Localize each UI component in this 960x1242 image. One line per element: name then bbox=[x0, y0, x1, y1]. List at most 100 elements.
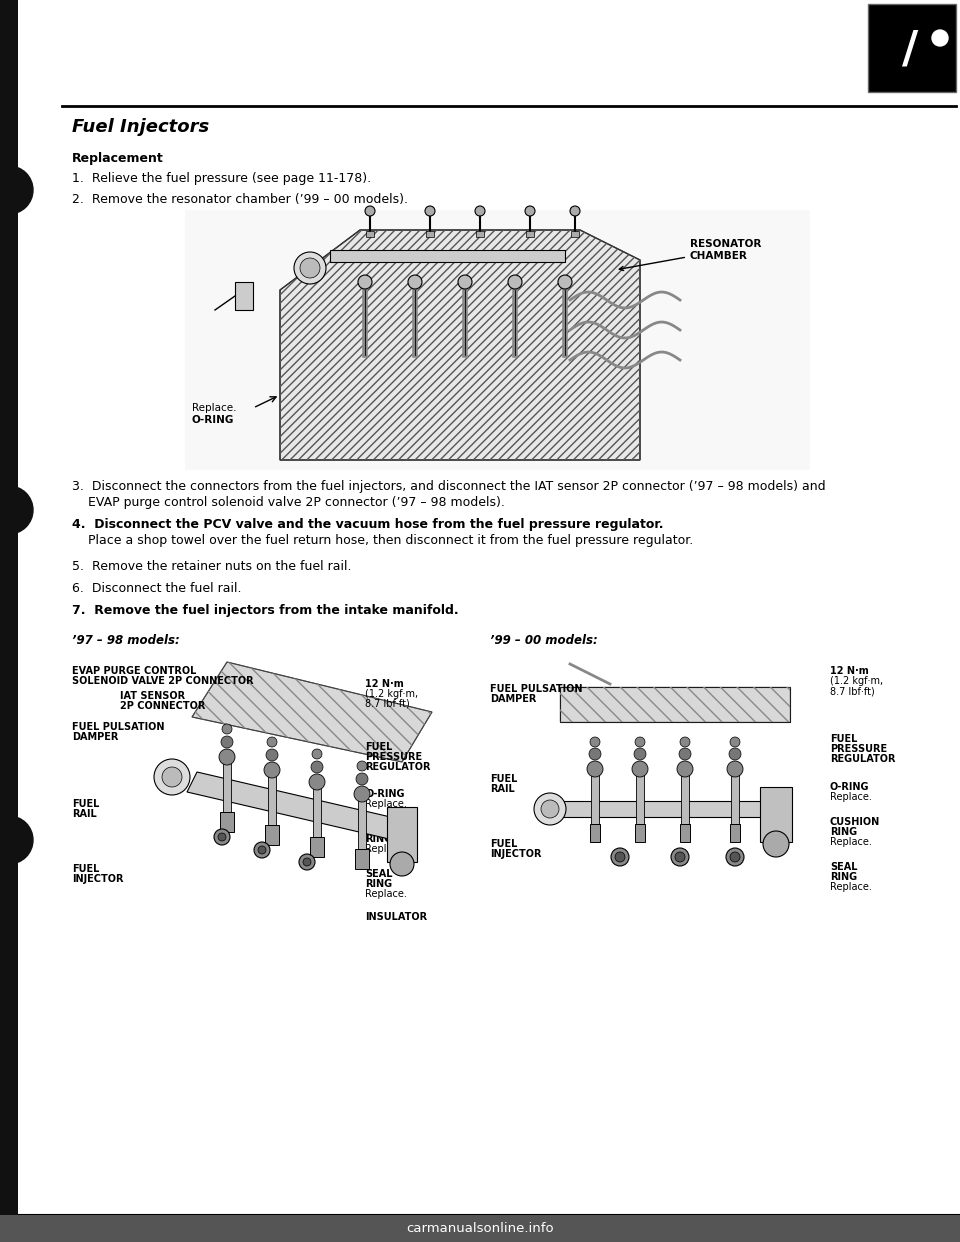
Circle shape bbox=[219, 749, 235, 765]
Text: Replace.: Replace. bbox=[192, 402, 236, 414]
Text: FUEL PULSATION: FUEL PULSATION bbox=[490, 684, 583, 694]
Circle shape bbox=[671, 848, 689, 866]
Bar bbox=[313, 787, 321, 837]
Bar bbox=[681, 774, 689, 823]
Text: SEAL: SEAL bbox=[365, 869, 393, 879]
Bar bbox=[265, 825, 279, 845]
Text: PRESSURE: PRESSURE bbox=[365, 751, 422, 763]
Text: Replacement: Replacement bbox=[72, 152, 164, 165]
Text: RING: RING bbox=[830, 872, 857, 882]
Circle shape bbox=[221, 737, 233, 748]
Bar bbox=[560, 801, 780, 817]
Bar bbox=[560, 687, 790, 722]
Circle shape bbox=[254, 842, 270, 858]
Circle shape bbox=[475, 206, 485, 216]
Bar bbox=[680, 823, 690, 842]
Circle shape bbox=[258, 846, 266, 854]
Text: FUEL: FUEL bbox=[490, 840, 517, 850]
Text: SEAL: SEAL bbox=[830, 862, 857, 872]
Circle shape bbox=[264, 763, 280, 777]
Circle shape bbox=[299, 854, 315, 869]
Circle shape bbox=[730, 852, 740, 862]
Bar bbox=[235, 282, 253, 310]
Circle shape bbox=[356, 773, 368, 785]
Circle shape bbox=[312, 749, 322, 759]
Text: EVAP purge control solenoid valve 2P connector (’97 – 98 models).: EVAP purge control solenoid valve 2P con… bbox=[72, 496, 505, 509]
Text: SOLENOID VALVE 2P CONNECTOR: SOLENOID VALVE 2P CONNECTOR bbox=[72, 676, 253, 686]
Text: RESONATOR
CHAMBER: RESONATOR CHAMBER bbox=[619, 240, 761, 271]
Bar bbox=[0, 1215, 960, 1242]
Text: ’97 – 98 models:: ’97 – 98 models: bbox=[72, 633, 180, 647]
Bar bbox=[366, 231, 374, 237]
Text: 2P CONNECTOR: 2P CONNECTOR bbox=[120, 700, 205, 710]
Text: FUEL: FUEL bbox=[365, 741, 393, 751]
Text: 7.  Remove the fuel injectors from the intake manifold.: 7. Remove the fuel injectors from the in… bbox=[72, 604, 459, 617]
Text: Replace.: Replace. bbox=[830, 792, 872, 802]
Circle shape bbox=[214, 828, 230, 845]
Circle shape bbox=[311, 761, 323, 773]
Circle shape bbox=[408, 274, 422, 289]
Text: Place a shop towel over the fuel return hose, then disconnect it from the fuel p: Place a shop towel over the fuel return … bbox=[72, 534, 693, 546]
Bar bbox=[358, 799, 366, 850]
Bar bbox=[355, 850, 369, 869]
Circle shape bbox=[222, 724, 232, 734]
Text: 8.7 lbf·ft): 8.7 lbf·ft) bbox=[830, 686, 875, 696]
Text: 12 N·m: 12 N·m bbox=[365, 679, 404, 689]
Circle shape bbox=[218, 833, 226, 841]
Text: 2.  Remove the resonator chamber (’99 – 00 models).: 2. Remove the resonator chamber (’99 – 0… bbox=[72, 193, 408, 206]
Circle shape bbox=[458, 274, 472, 289]
Text: RAIL: RAIL bbox=[490, 784, 515, 794]
Text: 1.  Relieve the fuel pressure (see page 11-178).: 1. Relieve the fuel pressure (see page 1… bbox=[72, 171, 372, 185]
Bar bbox=[0, 0, 18, 1242]
Text: Replace.: Replace. bbox=[365, 889, 407, 899]
Circle shape bbox=[615, 852, 625, 862]
Text: O-RING: O-RING bbox=[830, 782, 870, 792]
Circle shape bbox=[632, 761, 648, 777]
Circle shape bbox=[309, 774, 325, 790]
Circle shape bbox=[730, 737, 740, 746]
Circle shape bbox=[425, 206, 435, 216]
Text: Replace.: Replace. bbox=[365, 799, 407, 809]
Text: DAMPER: DAMPER bbox=[490, 694, 537, 704]
Text: Replace.: Replace. bbox=[365, 845, 407, 854]
Text: Replace.: Replace. bbox=[830, 882, 872, 892]
Circle shape bbox=[675, 852, 685, 862]
Text: PRESSURE: PRESSURE bbox=[830, 744, 887, 754]
Circle shape bbox=[0, 486, 33, 534]
Circle shape bbox=[303, 858, 311, 866]
Text: RING: RING bbox=[365, 879, 392, 889]
Circle shape bbox=[570, 206, 580, 216]
Circle shape bbox=[727, 761, 743, 777]
Bar bbox=[635, 823, 645, 842]
Text: REGULATOR: REGULATOR bbox=[830, 754, 896, 764]
Bar bbox=[476, 231, 484, 237]
Text: 12 N·m: 12 N·m bbox=[830, 666, 869, 676]
Text: FUEL: FUEL bbox=[490, 774, 517, 784]
Circle shape bbox=[354, 786, 370, 802]
Circle shape bbox=[525, 206, 535, 216]
Circle shape bbox=[358, 274, 372, 289]
Circle shape bbox=[154, 759, 190, 795]
Text: FUEL: FUEL bbox=[830, 734, 857, 744]
Circle shape bbox=[558, 274, 572, 289]
Text: CUSHION: CUSHION bbox=[365, 823, 416, 833]
Circle shape bbox=[763, 831, 789, 857]
Text: (1.2 kgf·m,: (1.2 kgf·m, bbox=[365, 689, 419, 699]
Text: REGULATOR: REGULATOR bbox=[365, 763, 430, 773]
Bar bbox=[636, 774, 644, 823]
Circle shape bbox=[365, 206, 375, 216]
Circle shape bbox=[0, 166, 33, 214]
Bar bbox=[591, 774, 599, 823]
Circle shape bbox=[300, 258, 320, 278]
Text: 4.  Disconnect the PCV valve and the vacuum hose from the fuel pressure regulato: 4. Disconnect the PCV valve and the vacu… bbox=[72, 518, 663, 532]
Text: FUEL: FUEL bbox=[72, 864, 100, 874]
Circle shape bbox=[508, 274, 522, 289]
Bar bbox=[590, 823, 600, 842]
Polygon shape bbox=[187, 773, 412, 842]
Circle shape bbox=[267, 737, 277, 746]
Bar bbox=[571, 231, 579, 237]
Bar bbox=[310, 837, 324, 857]
Text: 3.  Disconnect the connectors from the fuel injectors, and disconnect the IAT se: 3. Disconnect the connectors from the fu… bbox=[72, 479, 826, 493]
Circle shape bbox=[162, 768, 182, 787]
Circle shape bbox=[729, 748, 741, 760]
